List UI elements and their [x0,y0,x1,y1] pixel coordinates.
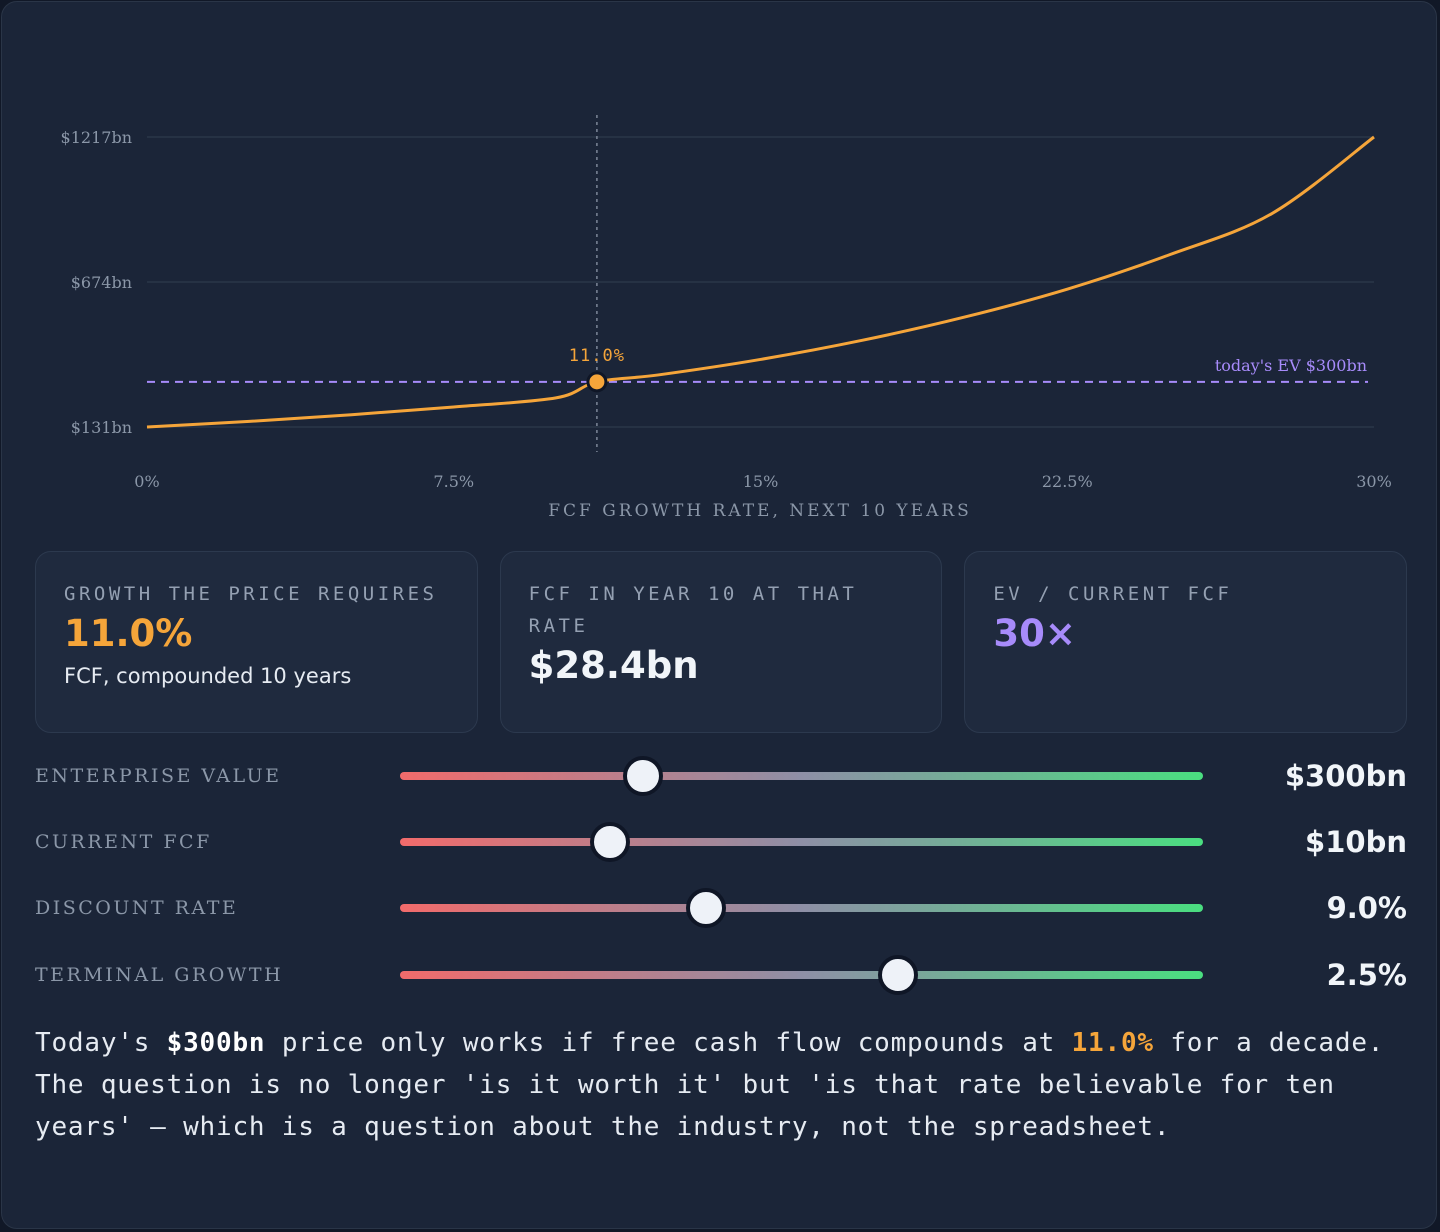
slider-terminal-growth: TERMINAL GROWTH 2.5% [35,950,1407,1000]
slider-current-fcf: CURRENT FCF $10bn [35,817,1407,867]
slider-discount-rate: DISCOUNT RATE 9.0% [35,883,1407,933]
ev-multiple-label: EV / CURRENT FCF [993,583,1233,605]
slider-thumb[interactable] [685,888,726,928]
required-rate-point[interactable] [586,371,608,393]
required-rate-point-label: 11.0% [569,346,625,366]
x-tick-label: 0% [134,472,159,491]
y-tick-label: $674bn [71,273,132,292]
required-growth-value: 11.0% [64,612,193,655]
slider-thumb[interactable] [623,756,664,796]
summary-part-3: for a decade. The question is no longer … [35,1028,1385,1142]
year10-fcf-label: FCF IN YEAR 10 AT THAT RATE [528,583,858,637]
x-tick-label: 30% [1356,472,1392,491]
growth-chart: $131bn $674bn $1217bn 0% 7.5% 15% 22.5% 30% to… [61,115,1392,521]
slider-label: ENTERPRISE VALUE [35,765,282,787]
x-tick-label: 22.5% [1042,472,1093,491]
ev-multiple-card: EV / CURRENT FCF 30× [964,551,1408,733]
year10-fcf-value: $28.4bn [528,644,699,687]
slider-label: TERMINAL GROWTH [35,964,284,986]
summary-rate: 11.0% [1071,1028,1154,1058]
slider-track[interactable] [400,756,1203,796]
todays-ev-label: today's EV $300bn [1215,356,1367,375]
slider-label: DISCOUNT RATE [35,897,239,919]
summary-text: Today's $300bn price only works if free … [35,1022,1415,1148]
slider-track[interactable] [400,955,1203,995]
summary-part-1: Today's [35,1028,167,1058]
x-tick-label: 15% [743,472,779,491]
slider-value: $10bn [1305,825,1407,859]
slider-value: $300bn [1284,759,1407,793]
slider-enterprise-value: ENTERPRISE VALUE $300bn [35,751,1407,801]
slider-label: CURRENT FCF [35,831,212,853]
y-axis-ticks: $131bn $674bn $1217bn [61,128,132,437]
summary-ev: $300bn [166,1028,266,1058]
slider-value: 9.0% [1326,891,1407,925]
value-curve [146,135,1375,429]
required-growth-card: GROWTH THE PRICE REQUIRES 11.0% FCF, com… [35,551,478,733]
slider-track[interactable] [400,888,1203,928]
summary-part-2: price only works if free cash flow compo… [265,1028,1072,1058]
required-growth-subtitle: FCF, compounded 10 years [64,664,352,688]
x-tick-label: 7.5% [433,472,474,491]
gridlines [147,136,1374,428]
slider-thumb[interactable] [877,955,918,995]
x-axis-ticks: 0% 7.5% 15% 22.5% 30% [134,472,1391,491]
slider-track[interactable] [400,822,1203,862]
metric-cards: GROWTH THE PRICE REQUIRES 11.0% FCF, com… [35,551,1408,733]
y-tick-label: $131bn [71,418,132,437]
slider-value: 2.5% [1326,958,1407,992]
slider-thumb[interactable] [590,822,631,862]
y-tick-label: $1217bn [61,128,132,147]
ev-multiple-value: 30× [993,612,1076,655]
x-axis-title: FCF GROWTH RATE, NEXT 10 YEARS [548,501,972,521]
required-growth-label: GROWTH THE PRICE REQUIRES [64,583,438,605]
year10-fcf-card: FCF IN YEAR 10 AT THAT RATE $28.4bn [499,551,943,733]
